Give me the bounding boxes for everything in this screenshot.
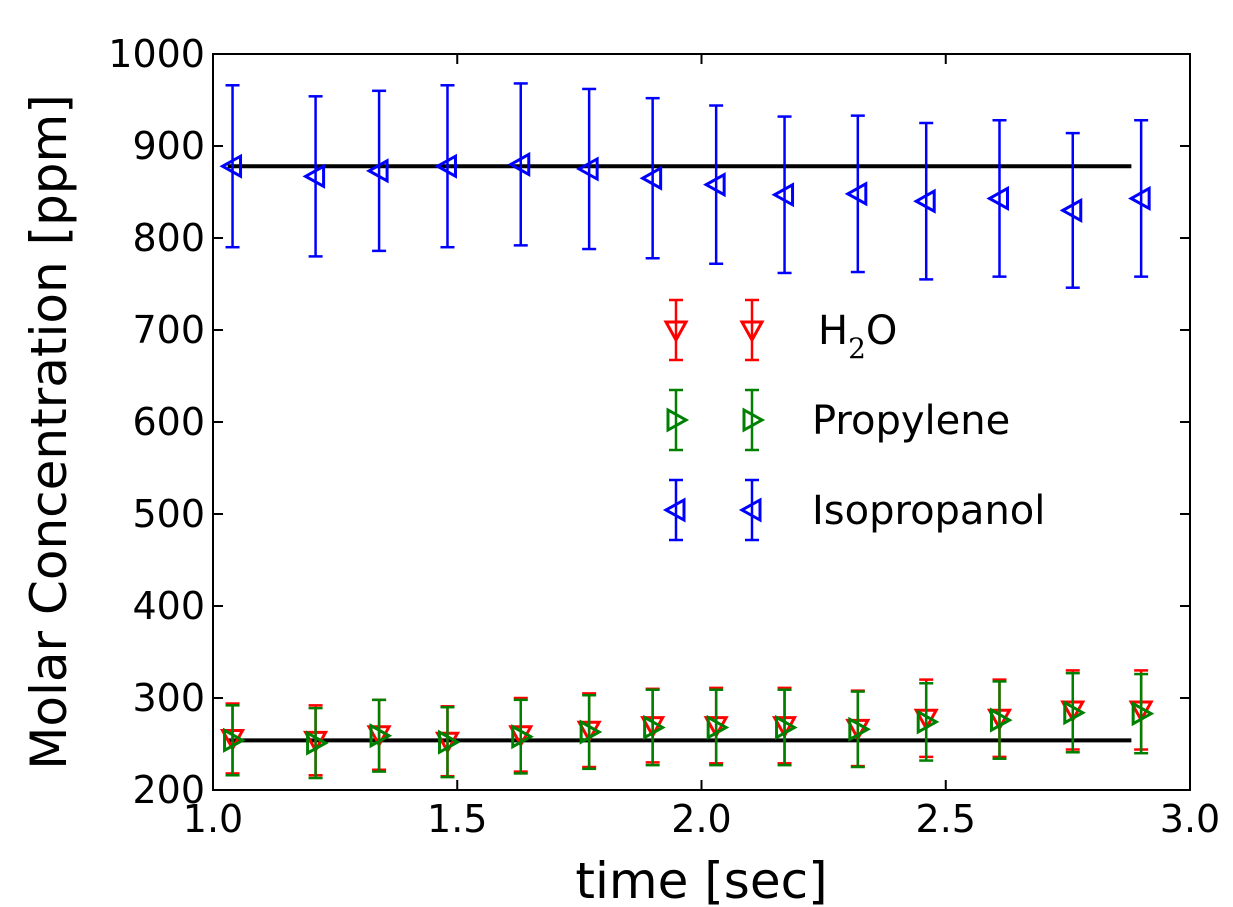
- data-marker: [643, 714, 666, 740]
- data-point: [511, 698, 534, 775]
- data-marker: [663, 320, 689, 344]
- x-tick-label: 2.5: [916, 797, 976, 841]
- data-point: [989, 680, 1013, 760]
- data-marker: [302, 163, 326, 189]
- data-point: [369, 698, 393, 773]
- data-marker: [742, 407, 766, 433]
- data-marker: [434, 153, 457, 179]
- data-point: [366, 89, 389, 253]
- y-tick-label: 400: [132, 584, 205, 628]
- legend-marker: [662, 478, 686, 542]
- data-marker: [706, 714, 730, 740]
- y-tick-label: 600: [132, 400, 205, 444]
- y-tick-label: 900: [132, 124, 205, 168]
- data-point: [507, 82, 531, 247]
- data-marker: [437, 729, 461, 755]
- x-axis-label: time [sec]: [575, 852, 827, 907]
- data-marker: [366, 158, 389, 184]
- legend-marker: [663, 298, 689, 362]
- data-marker: [1128, 185, 1151, 211]
- data-point: [219, 84, 243, 249]
- data-point: [579, 693, 603, 771]
- data-point: [848, 690, 871, 769]
- data-marker: [639, 165, 663, 191]
- data-marker: [1063, 700, 1086, 726]
- data-point: [223, 704, 246, 777]
- data-point: [1059, 131, 1083, 289]
- data-marker: [576, 156, 599, 182]
- x-tick-label: 2.0: [671, 797, 731, 841]
- x-tick-label: 1.0: [183, 797, 243, 841]
- data-point: [775, 688, 798, 767]
- data-marker: [703, 172, 726, 198]
- legend-marker: [738, 478, 762, 542]
- data-marker: [579, 719, 603, 745]
- data-point: [706, 688, 730, 767]
- data-point: [302, 95, 326, 258]
- data-point: [576, 87, 599, 251]
- data-point: [703, 104, 726, 266]
- data-point: [434, 84, 457, 249]
- data-point: [1128, 118, 1151, 278]
- legend-marker: [739, 298, 765, 362]
- data-marker: [771, 182, 795, 208]
- y-axis-label: Molar Concentration [ppm]: [20, 94, 78, 770]
- legend-label: Isopropanol: [812, 488, 1045, 534]
- legend: H2O Propylene Isopropanol: [662, 298, 1045, 542]
- data-point: [844, 114, 868, 274]
- data-marker: [662, 497, 686, 523]
- legend-label: Propylene: [812, 398, 1010, 444]
- data-marker: [223, 727, 246, 753]
- y-tick-label: 700: [132, 308, 205, 352]
- data-marker: [775, 714, 798, 740]
- data-marker: [1059, 197, 1083, 223]
- x-tick-label: 3.0: [1160, 797, 1220, 841]
- y-tick-label: 300: [132, 676, 205, 720]
- y-tick-label: 200: [132, 768, 205, 812]
- data-point: [643, 688, 666, 767]
- data-marker: [306, 730, 329, 756]
- data-marker: [844, 181, 868, 207]
- data-marker: [666, 407, 690, 433]
- x-tick-label: 1.5: [427, 797, 487, 841]
- data-marker: [916, 709, 940, 735]
- data-marker: [507, 151, 531, 177]
- data-point: [437, 705, 461, 779]
- data-marker: [913, 188, 936, 214]
- y-tick-label: 1000: [108, 32, 205, 76]
- data-marker: [219, 153, 243, 179]
- data-point: [913, 121, 936, 281]
- data-marker: [1131, 701, 1155, 727]
- data-marker: [986, 185, 1009, 211]
- data-point: [771, 115, 795, 275]
- data-marker: [739, 320, 765, 344]
- data-marker: [848, 716, 871, 742]
- data-marker: [738, 497, 762, 523]
- data-point: [986, 118, 1009, 278]
- legend-label: H2O: [818, 308, 897, 365]
- y-tick-label: 500: [132, 492, 205, 536]
- y-tick-label: 800: [132, 216, 205, 260]
- legend-marker: [742, 388, 766, 452]
- plot-area: [219, 82, 1155, 780]
- data-marker: [989, 707, 1013, 733]
- data-point: [639, 96, 663, 260]
- data-point: [306, 706, 329, 780]
- data-marker: [369, 723, 393, 749]
- data-point: [916, 682, 940, 762]
- legend-marker: [666, 388, 690, 452]
- data-point: [1131, 672, 1155, 755]
- axis-ticks: 1.0 1.5 2.0 2.5 3.0 200 300 400 500 600 700 800 900 1…: [108, 32, 1220, 841]
- data-marker: [511, 724, 534, 750]
- series-2: [219, 82, 1151, 289]
- data-point: [1063, 671, 1086, 754]
- series-1: [223, 671, 1155, 780]
